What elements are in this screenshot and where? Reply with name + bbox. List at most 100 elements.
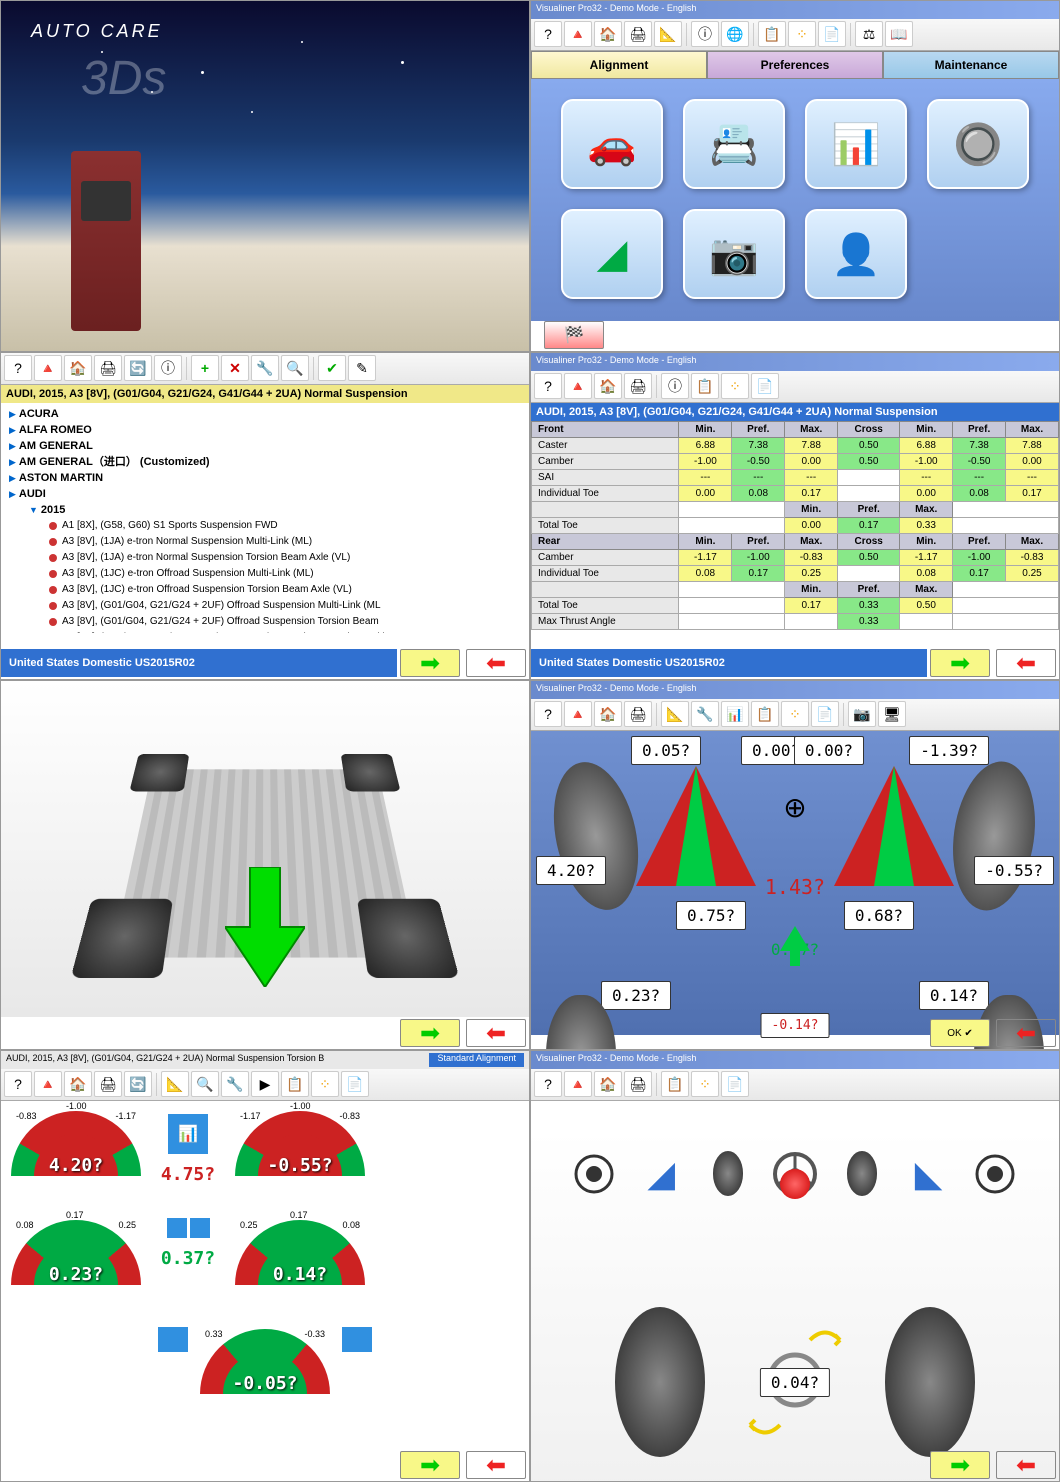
- help-button[interactable]: ?: [534, 373, 562, 399]
- clipboard-button[interactable]: 📋: [661, 1071, 689, 1097]
- back-button[interactable]: ⬅: [996, 1019, 1056, 1047]
- edit-button[interactable]: ✎: [348, 355, 376, 381]
- scales-button[interactable]: ⚖: [855, 21, 883, 47]
- help-button[interactable]: ?: [4, 1071, 32, 1097]
- tree-model-item[interactable]: A3 [8V], (1JC) e-tron Offroad Suspension…: [49, 566, 521, 582]
- camber-r-icon[interactable]: ◣: [901, 1146, 956, 1201]
- menu-vehicle-icon[interactable]: 🚗: [561, 99, 663, 189]
- print-button[interactable]: 🖨: [624, 701, 652, 727]
- tree-make-item[interactable]: ▶AM GENERAL（进口） (Customized): [9, 454, 521, 470]
- tab-preferences[interactable]: Preferences: [707, 51, 883, 79]
- clipboard-button[interactable]: 📋: [758, 21, 786, 47]
- report-button[interactable]: 📄: [818, 21, 846, 47]
- gauge-icon[interactable]: 🔺: [564, 701, 592, 727]
- tree-model-item[interactable]: A3 [8V], (1JA) e-tron Normal Suspension …: [49, 534, 521, 550]
- toe-fl-gauge[interactable]: 0.08 0.17 0.25 0.23?: [11, 1220, 141, 1310]
- next-button[interactable]: ➡: [930, 649, 990, 677]
- targets-button[interactable]: ⁘: [721, 373, 749, 399]
- toe-icon-1[interactable]: [167, 1218, 187, 1238]
- report-button[interactable]: 📄: [341, 1071, 369, 1097]
- flag-button[interactable]: 🏁: [544, 321, 604, 349]
- camber-l-icon[interactable]: ◢: [634, 1146, 689, 1201]
- back-button[interactable]: ⬅: [466, 1451, 526, 1479]
- print-button[interactable]: 🖨: [624, 373, 652, 399]
- targets-button[interactable]: ⁘: [691, 1071, 719, 1097]
- tree-make-item[interactable]: ▶ALFA ROMEO: [9, 422, 521, 438]
- report-button[interactable]: 📄: [721, 1071, 749, 1097]
- wrench-button[interactable]: 🔧: [251, 355, 279, 381]
- swap-button[interactable]: 🔄: [124, 1071, 152, 1097]
- print-button[interactable]: 🖨: [624, 21, 652, 47]
- measure-button[interactable]: 📐: [654, 21, 682, 47]
- clipboard-button[interactable]: 📋: [751, 701, 779, 727]
- print-button[interactable]: 🖨: [624, 1071, 652, 1097]
- caster-adjust-r-icon[interactable]: [968, 1146, 1023, 1201]
- targets-button[interactable]: ⁘: [781, 701, 809, 727]
- screen-button[interactable]: 🖥: [878, 701, 906, 727]
- next-button[interactable]: ➡: [400, 1019, 460, 1047]
- menu-tire-icon[interactable]: 🔘: [927, 99, 1029, 189]
- level-button[interactable]: 📊: [721, 701, 749, 727]
- home-button[interactable]: 🏠: [64, 1071, 92, 1097]
- menu-tech-icon[interactable]: 👤: [805, 209, 907, 299]
- search-button[interactable]: 🔍: [281, 355, 309, 381]
- tree-year-item[interactable]: ▼2015: [29, 502, 521, 518]
- toe-fr-gauge[interactable]: 0.25 0.17 0.08 0.14?: [235, 1220, 365, 1310]
- info-button[interactable]: ⓘ: [661, 373, 689, 399]
- gauge-icon[interactable]: 🔺: [34, 355, 62, 381]
- toe-icon-2[interactable]: [190, 1218, 210, 1238]
- camber-icon[interactable]: 📊: [168, 1114, 208, 1154]
- tree-make-item[interactable]: ▶ACURA: [9, 406, 521, 422]
- add-button[interactable]: +: [191, 355, 219, 381]
- caster-adjust-l-icon[interactable]: [567, 1146, 622, 1201]
- tree-model-item[interactable]: A1 [8X], (G58, G60) S1 Sports Suspension…: [49, 518, 521, 534]
- vehicle-tree[interactable]: ▶ACURA▶ALFA ROMEO▶AM GENERAL▶AM GENERAL（…: [1, 403, 529, 633]
- menu-specs-icon[interactable]: 📊: [805, 99, 907, 189]
- camera-button[interactable]: 📷: [848, 701, 876, 727]
- tree-model-item[interactable]: A3 [8V], (G01/G04, G21/G24 + 2UF) Offroa…: [49, 614, 521, 630]
- tree-make-item[interactable]: ▶AM GENERAL: [9, 438, 521, 454]
- anim-button[interactable]: ▶: [251, 1071, 279, 1097]
- help-button[interactable]: ?: [534, 21, 562, 47]
- next-button[interactable]: ➡: [400, 1451, 460, 1479]
- book-button[interactable]: 📖: [885, 21, 913, 47]
- gauge-icon[interactable]: 🔺: [564, 373, 592, 399]
- next-button[interactable]: ➡: [930, 1451, 990, 1479]
- gauge-icon[interactable]: 🔺: [564, 21, 592, 47]
- menu-customer-icon[interactable]: 📇: [683, 99, 785, 189]
- tire-l-icon[interactable]: [701, 1146, 756, 1201]
- home-button[interactable]: 🏠: [594, 373, 622, 399]
- tree-make-item[interactable]: ▶ASTON MARTIN: [9, 470, 521, 486]
- tree-model-item[interactable]: A3 [8V], (G01/G04, G21/G24 + 2UF) Offroa…: [49, 598, 521, 614]
- print-button[interactable]: 🖨: [94, 355, 122, 381]
- back-button[interactable]: ⬅: [996, 1451, 1056, 1479]
- wrench-button[interactable]: 🔧: [221, 1071, 249, 1097]
- globe-button[interactable]: 🌐: [721, 21, 749, 47]
- clipboard-button[interactable]: 📋: [281, 1071, 309, 1097]
- targets-button[interactable]: ⁘: [788, 21, 816, 47]
- camber-fr-gauge[interactable]: -1.17 -1.00 -0.83 -0.55?: [235, 1111, 365, 1201]
- print-button[interactable]: 🖨: [94, 1071, 122, 1097]
- delete-button[interactable]: ✕: [221, 355, 249, 381]
- measure-button[interactable]: 📐: [161, 1071, 189, 1097]
- back-button[interactable]: ⬅: [996, 649, 1056, 677]
- zoom-button[interactable]: 🔍: [191, 1071, 219, 1097]
- report-button[interactable]: 📄: [811, 701, 839, 727]
- tree-model-item[interactable]: A3 [8V], (G01/G04, G21/G24, G41/G44 + 2U…: [49, 630, 521, 633]
- home-button[interactable]: 🏠: [594, 21, 622, 47]
- clipboard-button[interactable]: 📋: [691, 373, 719, 399]
- wrench-button[interactable]: 🔧: [691, 701, 719, 727]
- thrust-icon-l[interactable]: [158, 1327, 188, 1352]
- thrust-icon-r[interactable]: [342, 1327, 372, 1352]
- ok-button[interactable]: OK ✔: [930, 1019, 990, 1047]
- check-button[interactable]: ✔: [318, 355, 346, 381]
- menu-angle-icon[interactable]: ◢: [561, 209, 663, 299]
- help-button[interactable]: ?: [4, 355, 32, 381]
- tree-model-item[interactable]: A3 [8V], (1JC) e-tron Offroad Suspension…: [49, 582, 521, 598]
- back-button[interactable]: ⬅: [466, 649, 526, 677]
- back-button[interactable]: ⬅: [466, 1019, 526, 1047]
- tree-make-item[interactable]: ▶AUDI: [9, 486, 521, 502]
- targets-button[interactable]: ⁘: [311, 1071, 339, 1097]
- thrust-gauge[interactable]: 0.33 -0.33 -0.05?: [200, 1329, 330, 1419]
- menu-cam-icon[interactable]: 📷: [683, 209, 785, 299]
